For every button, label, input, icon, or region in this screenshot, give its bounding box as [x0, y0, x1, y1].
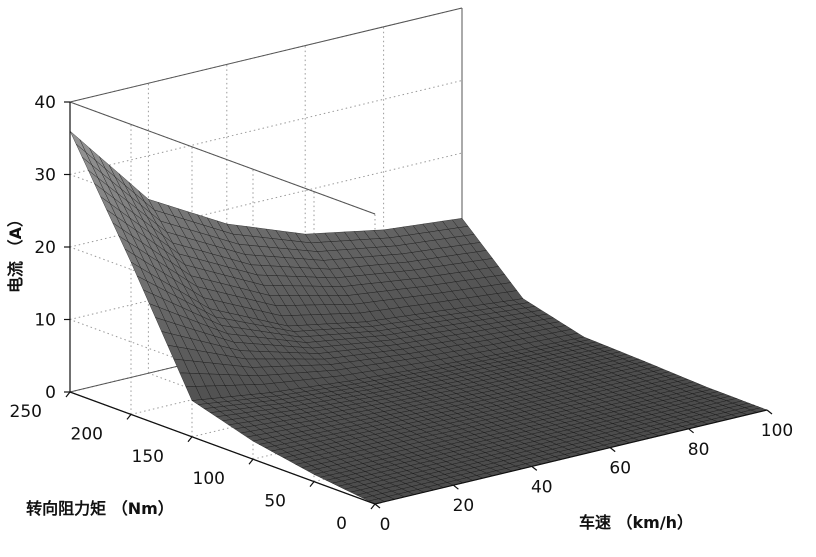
y-tick-mark — [127, 414, 131, 419]
x-tick-label: 100 — [761, 421, 793, 441]
x-tick-mark — [767, 410, 772, 414]
y-tick-mark — [249, 459, 253, 464]
surface-layer — [70, 131, 767, 504]
z-tick-label: 40 — [34, 93, 56, 113]
y-tick-mark — [310, 482, 314, 487]
y-tick-mark — [371, 504, 375, 509]
x-tick-label: 40 — [531, 477, 553, 497]
x-tick-mark — [375, 504, 380, 508]
y-tick-label: 150 — [132, 447, 164, 467]
z-tick-label: 20 — [34, 238, 56, 258]
x-tick-mark — [610, 448, 615, 452]
y-tick-label: 250 — [10, 402, 42, 422]
y-tick-label: 0 — [336, 514, 347, 534]
z-tick-label: 0 — [45, 383, 56, 403]
x-tick-mark — [532, 466, 537, 470]
x-tick-label: 60 — [609, 459, 631, 479]
panel-edge — [70, 8, 462, 102]
y-tick-label: 50 — [264, 492, 286, 512]
grid-line-back-z — [70, 81, 462, 175]
x-tick-mark — [689, 429, 694, 433]
y-tick-label: 100 — [193, 469, 225, 489]
x-tick-label: 20 — [453, 496, 475, 516]
x-tick-label: 80 — [688, 440, 710, 460]
z-tick-label: 10 — [34, 311, 56, 331]
y-tick-mark — [66, 392, 70, 397]
x-tick-mark — [453, 485, 458, 489]
y-axis-label: 转向阻力矩 （Nm） — [26, 499, 174, 518]
y-tick-label: 200 — [71, 424, 103, 444]
x-tick-label: 0 — [380, 515, 391, 535]
surface-patch — [70, 131, 86, 152]
x-axis-label: 车速 （km/h） — [579, 513, 693, 532]
z-axis-label: 电流 （A） — [6, 211, 25, 293]
z-tick-label: 30 — [34, 166, 56, 186]
y-tick-mark — [188, 437, 192, 442]
